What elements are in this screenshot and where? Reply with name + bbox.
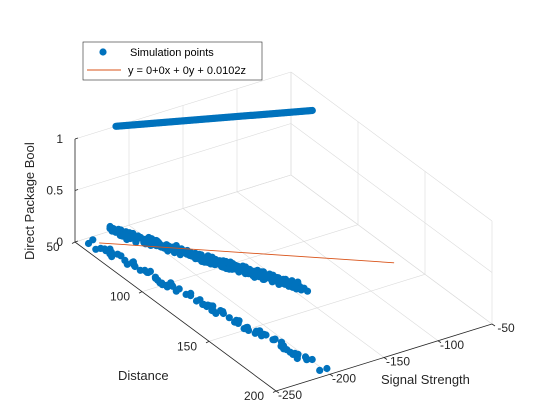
z-tick-label: 0: [56, 235, 63, 249]
gridline-x: [236, 191, 439, 341]
data-point: [303, 356, 311, 364]
data-point: [168, 281, 176, 289]
x-tick-mark: [437, 340, 442, 344]
data-point: [263, 273, 271, 281]
data-point: [323, 364, 331, 373]
z-tick-label: 1: [56, 132, 63, 146]
legend-marker-simulation-points: [99, 48, 107, 56]
z-tick-mark: [74, 189, 79, 191]
y-tick-label: 100: [110, 290, 130, 304]
data-point: [231, 261, 239, 269]
x-tick-label: -150: [386, 355, 410, 369]
fit-line: [99, 242, 395, 264]
legend-box: [82, 41, 263, 81]
data-point: [209, 302, 217, 310]
data-point: [121, 256, 129, 264]
data-point: [316, 366, 324, 374]
data-point: [136, 266, 144, 274]
data-point: [154, 238, 163, 246]
y-axis-line: [74, 241, 277, 392]
data-point: [308, 106, 316, 115]
tick-labels: -250 -200 -150 -100 -50 50 100 150 200 0 0.5 1: [46, 132, 515, 403]
data-point: [277, 338, 286, 346]
z-tick-mark: [74, 137, 79, 140]
x-axis-label: Signal Strength: [381, 372, 470, 387]
data-point: [297, 284, 305, 292]
legend-label-fit: y = 0+0x + 0y + 0.0102z: [128, 65, 246, 77]
gridline-y: [208, 274, 426, 342]
z-axis-label: Direct Package Bool: [22, 142, 37, 260]
y-tick-mark: [272, 390, 277, 393]
series-layer: [84, 106, 395, 374]
data-point: [271, 335, 279, 343]
data-point: [257, 332, 266, 340]
legend: Simulation points y = 0+0x + 0y + 0.0102…: [82, 41, 263, 81]
data-point: [242, 324, 250, 332]
data-point: [146, 267, 154, 275]
data-point: [225, 314, 233, 322]
x-tick-label: -100: [440, 338, 464, 352]
data-point: [131, 262, 139, 271]
data-point: [185, 249, 193, 257]
y-tick-label: 200: [244, 389, 264, 403]
data-point: [106, 250, 114, 258]
x-tick-label: -200: [332, 371, 356, 385]
data-point: [308, 355, 316, 364]
data-point: [135, 234, 143, 242]
data-point: [219, 308, 227, 316]
y-tick-mark: [138, 291, 143, 294]
data-point: [203, 302, 211, 311]
legend-label-simulation-points: Simulation points: [130, 47, 214, 59]
z-tick-label: 0.5: [46, 184, 63, 198]
data-point: [294, 278, 302, 286]
data-point: [293, 352, 301, 360]
x-tick-mark: [383, 357, 388, 360]
x-tick-label: -50: [497, 321, 515, 335]
data-point: [187, 289, 195, 297]
data-point: [84, 239, 93, 248]
gridline-z-wall: [290, 123, 493, 273]
y-tick-mark: [205, 340, 210, 344]
x-tick-mark: [275, 390, 280, 394]
gridline-z-wall: [290, 174, 493, 325]
axes: [71, 137, 496, 394]
data-point: [175, 285, 183, 293]
data-point: [162, 281, 171, 289]
data-point: [218, 260, 226, 268]
data-point: [231, 318, 239, 326]
data-point: [303, 287, 312, 295]
x-tick-label: -250: [278, 388, 302, 402]
z-tick-mark: [74, 240, 79, 243]
x-tick-mark: [329, 373, 334, 377]
x-tick-mark: [491, 323, 496, 327]
gridline-z: [74, 71, 292, 140]
gridline-z: [74, 123, 292, 191]
y-tick-mark: [71, 241, 76, 244]
y-tick-label: 50: [46, 240, 60, 254]
gridline-z-wall: [290, 71, 493, 222]
y-tick-label: 150: [177, 339, 197, 353]
y-axis-label: Distance: [118, 368, 169, 383]
data-point: [112, 226, 121, 234]
data-point: [280, 345, 288, 353]
gridline-y: [141, 224, 359, 292]
